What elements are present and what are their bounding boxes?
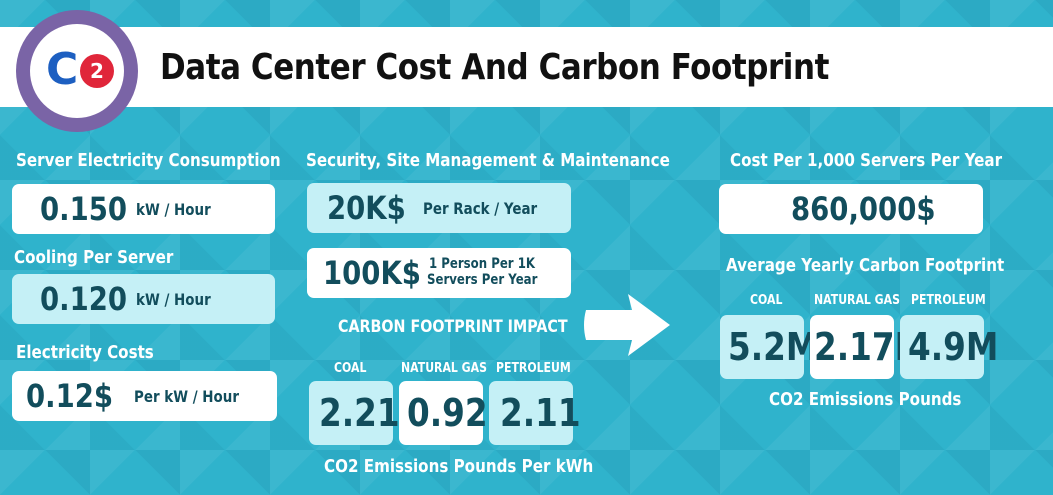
header-banner [0, 27, 1053, 107]
yearly-coal-value: 5.2M [728, 325, 819, 369]
person-box: 100K$ 1 Person Per 1K Servers Per Year [307, 248, 571, 298]
cost-label: Cost Per 1,000 Servers Per Year [730, 150, 1003, 171]
yearly-gas-label: NATURAL GAS [814, 293, 900, 308]
yearly-petroleum-label: PETROLEUM [911, 293, 986, 308]
consumption-unit: kW / Hour [136, 200, 211, 219]
cooling-value: 0.120 [40, 280, 128, 318]
yearly-footer: CO2 Emissions Pounds [769, 389, 962, 410]
impact-title: CARBON FOOTPRINT IMPACT [338, 317, 568, 337]
consumption-box: 0.150 kW / Hour [12, 184, 275, 234]
rack-value: 20K$ [327, 189, 406, 227]
rack-unit: Per Rack / Year [423, 199, 538, 218]
impact-footer: CO2 Emissions Pounds Per kWh [324, 456, 594, 477]
co2-logo-subscript: 2 [80, 54, 114, 88]
yearly-coal-label: COAL [750, 293, 783, 308]
person-unit-line2: Servers Per Year [427, 272, 538, 288]
cooling-box: 0.120 kW / Hour [12, 274, 275, 324]
co2-logo: C 2 [16, 10, 138, 132]
yearly-gas-box: 2.17M [810, 315, 927, 379]
impact-coal-value: 2.21 [319, 391, 400, 435]
rack-box: 20K$ Per Rack / Year [307, 183, 571, 233]
consumption-label: Server Electricity Consumption [16, 150, 281, 171]
yearly-petroleum-box: 4.9M [900, 315, 998, 379]
page-title: Data Center Cost And Carbon Footprint [160, 47, 829, 88]
impact-petroleum-value: 2.11 [500, 391, 581, 435]
impact-petroleum-label: PETROLEUM [496, 361, 571, 376]
electricity-costs-box: 0.12$ Per kW / Hour [12, 371, 277, 421]
electricity-costs-unit: Per kW / Hour [134, 387, 239, 406]
impact-gas-label: NATURAL GAS [401, 361, 487, 376]
impact-petroleum-box: 2.11 [489, 381, 581, 445]
cost-box: 860,000$ [719, 184, 983, 234]
security-label: Security, Site Management & Maintenance [306, 150, 670, 171]
impact-gas-value: 0.92 [407, 391, 488, 435]
co2-logo-letter: C [46, 44, 79, 95]
cooling-unit: kW / Hour [136, 290, 211, 309]
cost-value: 860,000$ [791, 190, 936, 228]
yearly-petroleum-value: 4.9M [908, 325, 999, 369]
person-value: 100K$ [323, 254, 421, 292]
arrow-right-icon [584, 294, 670, 356]
yearly-coal-box: 5.2M [720, 315, 818, 379]
cooling-label: Cooling Per Server [14, 247, 174, 268]
electricity-costs-label: Electricity Costs [16, 342, 154, 363]
electricity-costs-value: 0.12$ [26, 377, 114, 415]
co2-logo-inner: C 2 [30, 24, 124, 118]
consumption-value: 0.150 [40, 190, 128, 228]
impact-coal-label: COAL [334, 361, 367, 376]
yearly-title: Average Yearly Carbon Footprint [726, 255, 1005, 276]
impact-gas-box: 0.92 [399, 381, 488, 445]
impact-coal-box: 2.21 [309, 381, 400, 445]
person-unit-line1: 1 Person Per 1K [429, 256, 536, 272]
